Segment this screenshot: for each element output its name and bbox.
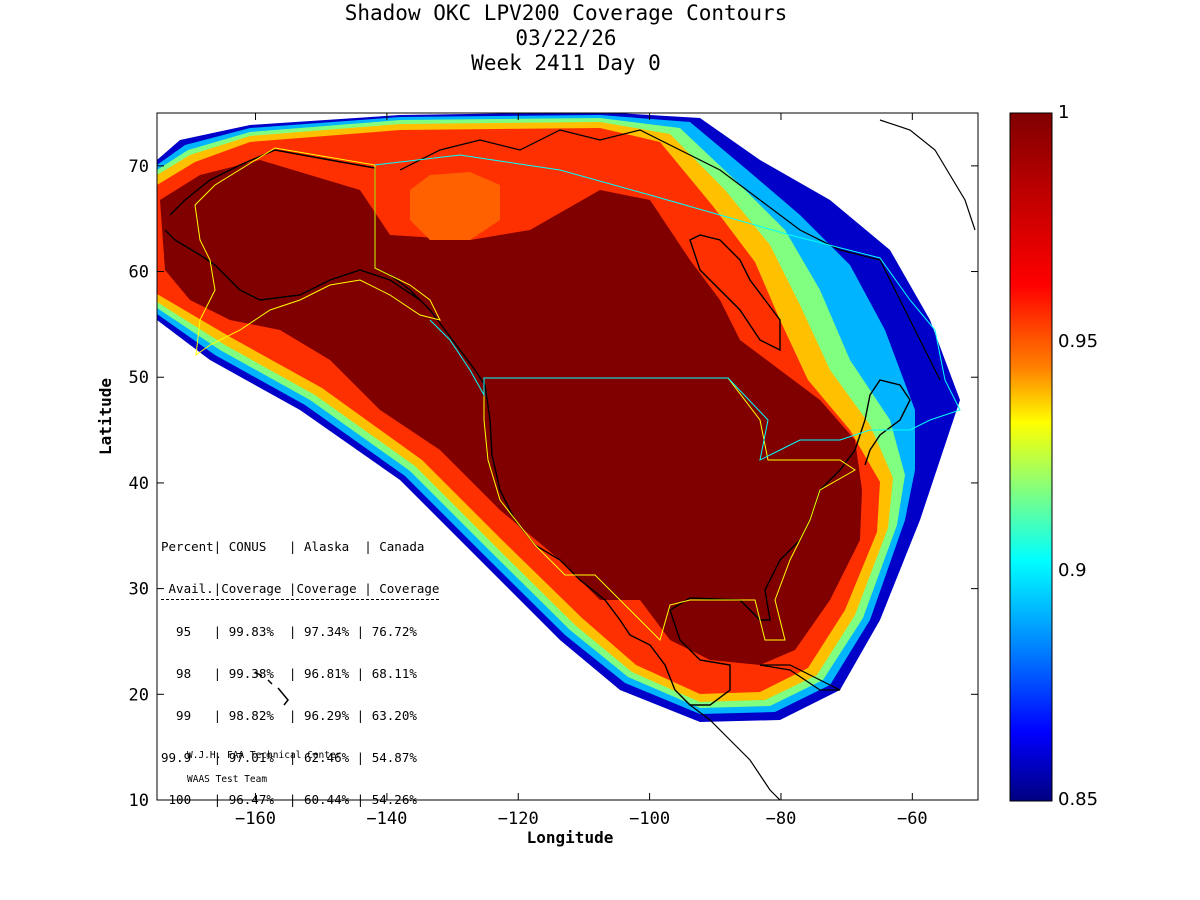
chart-week: Week 2411 Day 0 [471,51,661,75]
credit-text: W.J.H. FAA Technical Center WAAS Test Te… [187,738,341,798]
stats-row: 100 | 96.47% | 60.44% | 54.26% [161,792,417,807]
y-tick-label: 50 [129,368,149,388]
y-tick-label: 60 [129,263,149,283]
x-tick-label: −100 [629,809,670,829]
alaska-boundary [194,147,441,357]
mexico-central [689,704,781,800]
colorbar-label-095: 0.95 [1058,331,1099,352]
y-tick-label: 30 [129,580,149,600]
contour-100 [160,160,862,665]
stats-row: 99.9 | 97.01% | 62.46% | 54.87% [161,750,417,765]
conus-boundary [483,377,856,641]
stats-header-1: Percent| CONUS | Alaska | Canada [161,539,425,554]
coastline [169,149,911,706]
x-tick-label: −160 [235,809,276,829]
coverage-stats-table: Percent| CONUS | Alaska | Canada Avail.|… [161,515,440,831]
colorbar-label-max: 1 [1058,102,1070,123]
y-tick-label: 10 [129,791,149,811]
chart-date: 03/22/26 [515,26,617,50]
x-tick-label: −60 [897,809,928,829]
contour-patch [410,172,500,240]
y-tick-label: 70 [129,157,149,177]
credit-line-2: WAAS Test Team [187,774,268,785]
y-axis: 10 20 30 40 50 60 70 [129,157,978,811]
stats-row: 95 | 99.83% | 97.34% | 76.72% [161,624,417,639]
x-tick-label: −120 [498,809,539,829]
hudson-bay [689,234,781,352]
x-tick-label: −80 [766,809,797,829]
y-tick-label: 40 [129,474,149,494]
stats-row: 99 | 98.82% | 96.29% | 63.20% [161,708,417,723]
chart-title: Shadow OKC LPV200 Coverage Contours [344,1,788,25]
colorbar-label-090: 0.9 [1058,560,1087,581]
hawaii [254,671,289,706]
cuba [759,664,841,691]
arctic-coast [399,129,941,381]
colorbar [1009,112,1053,802]
alaska-coast [164,229,421,301]
stats-header-2: Avail.|Coverage |Coverage | Coverage [161,578,440,600]
plot-frame [156,112,979,801]
x-tick-label: −140 [366,809,407,829]
map-boundaries [164,119,976,800]
stats-row: 98 | 99.38% | 96.81% | 68.11% [161,666,417,681]
x-axis-label: Longitude [526,828,614,847]
colorbar-label-min: 0.85 [1058,789,1099,810]
y-tick-label: 20 [129,685,149,705]
greenland-coast [879,119,976,231]
coverage-contours [157,113,960,722]
x-axis: −160 −140 −120 −100 −80 −60 [235,113,928,829]
credit-line-1: W.J.H. FAA Technical Center [187,750,342,761]
canada-boundary [374,154,961,461]
y-axis-label: Latitude [96,377,115,455]
